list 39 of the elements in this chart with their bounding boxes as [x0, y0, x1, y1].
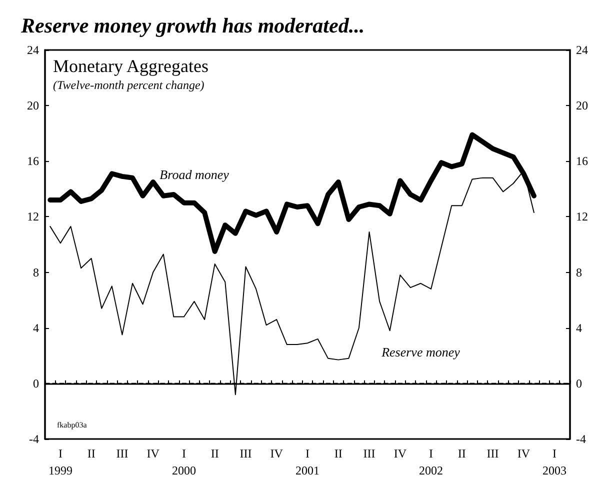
- x-tick-label: I 2002: [419, 446, 444, 478]
- x-tick-label: IV: [270, 446, 284, 460]
- y2-tick-label: 20: [576, 98, 588, 113]
- x-tick-label: II: [87, 446, 96, 460]
- series-label: Broad money: [160, 166, 230, 182]
- y-tick-label: 20: [27, 98, 39, 113]
- y2-tick-label: 16: [576, 154, 588, 168]
- x-tick-label: II: [458, 446, 466, 460]
- x-tick-label: III: [363, 446, 376, 460]
- x-tick-label: IV: [146, 446, 160, 460]
- x-tick-label: IV: [517, 446, 530, 460]
- x-tick-label: I 1999: [48, 446, 72, 478]
- y2-tick-label: 0: [576, 376, 582, 390]
- x-tick-label: II: [210, 446, 219, 460]
- y-tick-label: 12: [27, 210, 39, 224]
- x-tick-label: III: [116, 446, 128, 460]
- x-tick-label: III: [240, 446, 252, 460]
- series-label: Reserve money: [380, 344, 460, 360]
- y2-tick-label: 4: [576, 320, 582, 335]
- x-tick-label: I 2000: [172, 446, 196, 478]
- x-tick-label: IV: [394, 446, 407, 460]
- y-tick-label: 4: [33, 320, 39, 335]
- x-tick-label: I 2003: [542, 446, 567, 478]
- y-tick-label: 0: [33, 376, 39, 390]
- y-tick-label: 16: [27, 154, 39, 168]
- y-tick-label: 24: [27, 43, 39, 57]
- y-tick-label: 8: [33, 265, 39, 280]
- chart-title: Reserve money growth has moderated...: [20, 14, 365, 38]
- y-axis-title: (Twelve-month percent change): [53, 78, 204, 92]
- y2-tick-label: 12: [576, 210, 588, 224]
- x-tick-label: I 2001: [296, 446, 320, 478]
- y-tick-label: -4: [29, 432, 39, 446]
- chart-subtitle: Monetary Aggregates: [53, 56, 208, 76]
- y2-tick-label: 24: [576, 43, 588, 57]
- annotation: fkabp03a: [57, 420, 88, 430]
- x-tick-label: III: [486, 446, 499, 460]
- y2-tick-label: -4: [576, 432, 586, 446]
- x-tick-label: II: [334, 446, 342, 460]
- y2-tick-label: 8: [576, 265, 582, 280]
